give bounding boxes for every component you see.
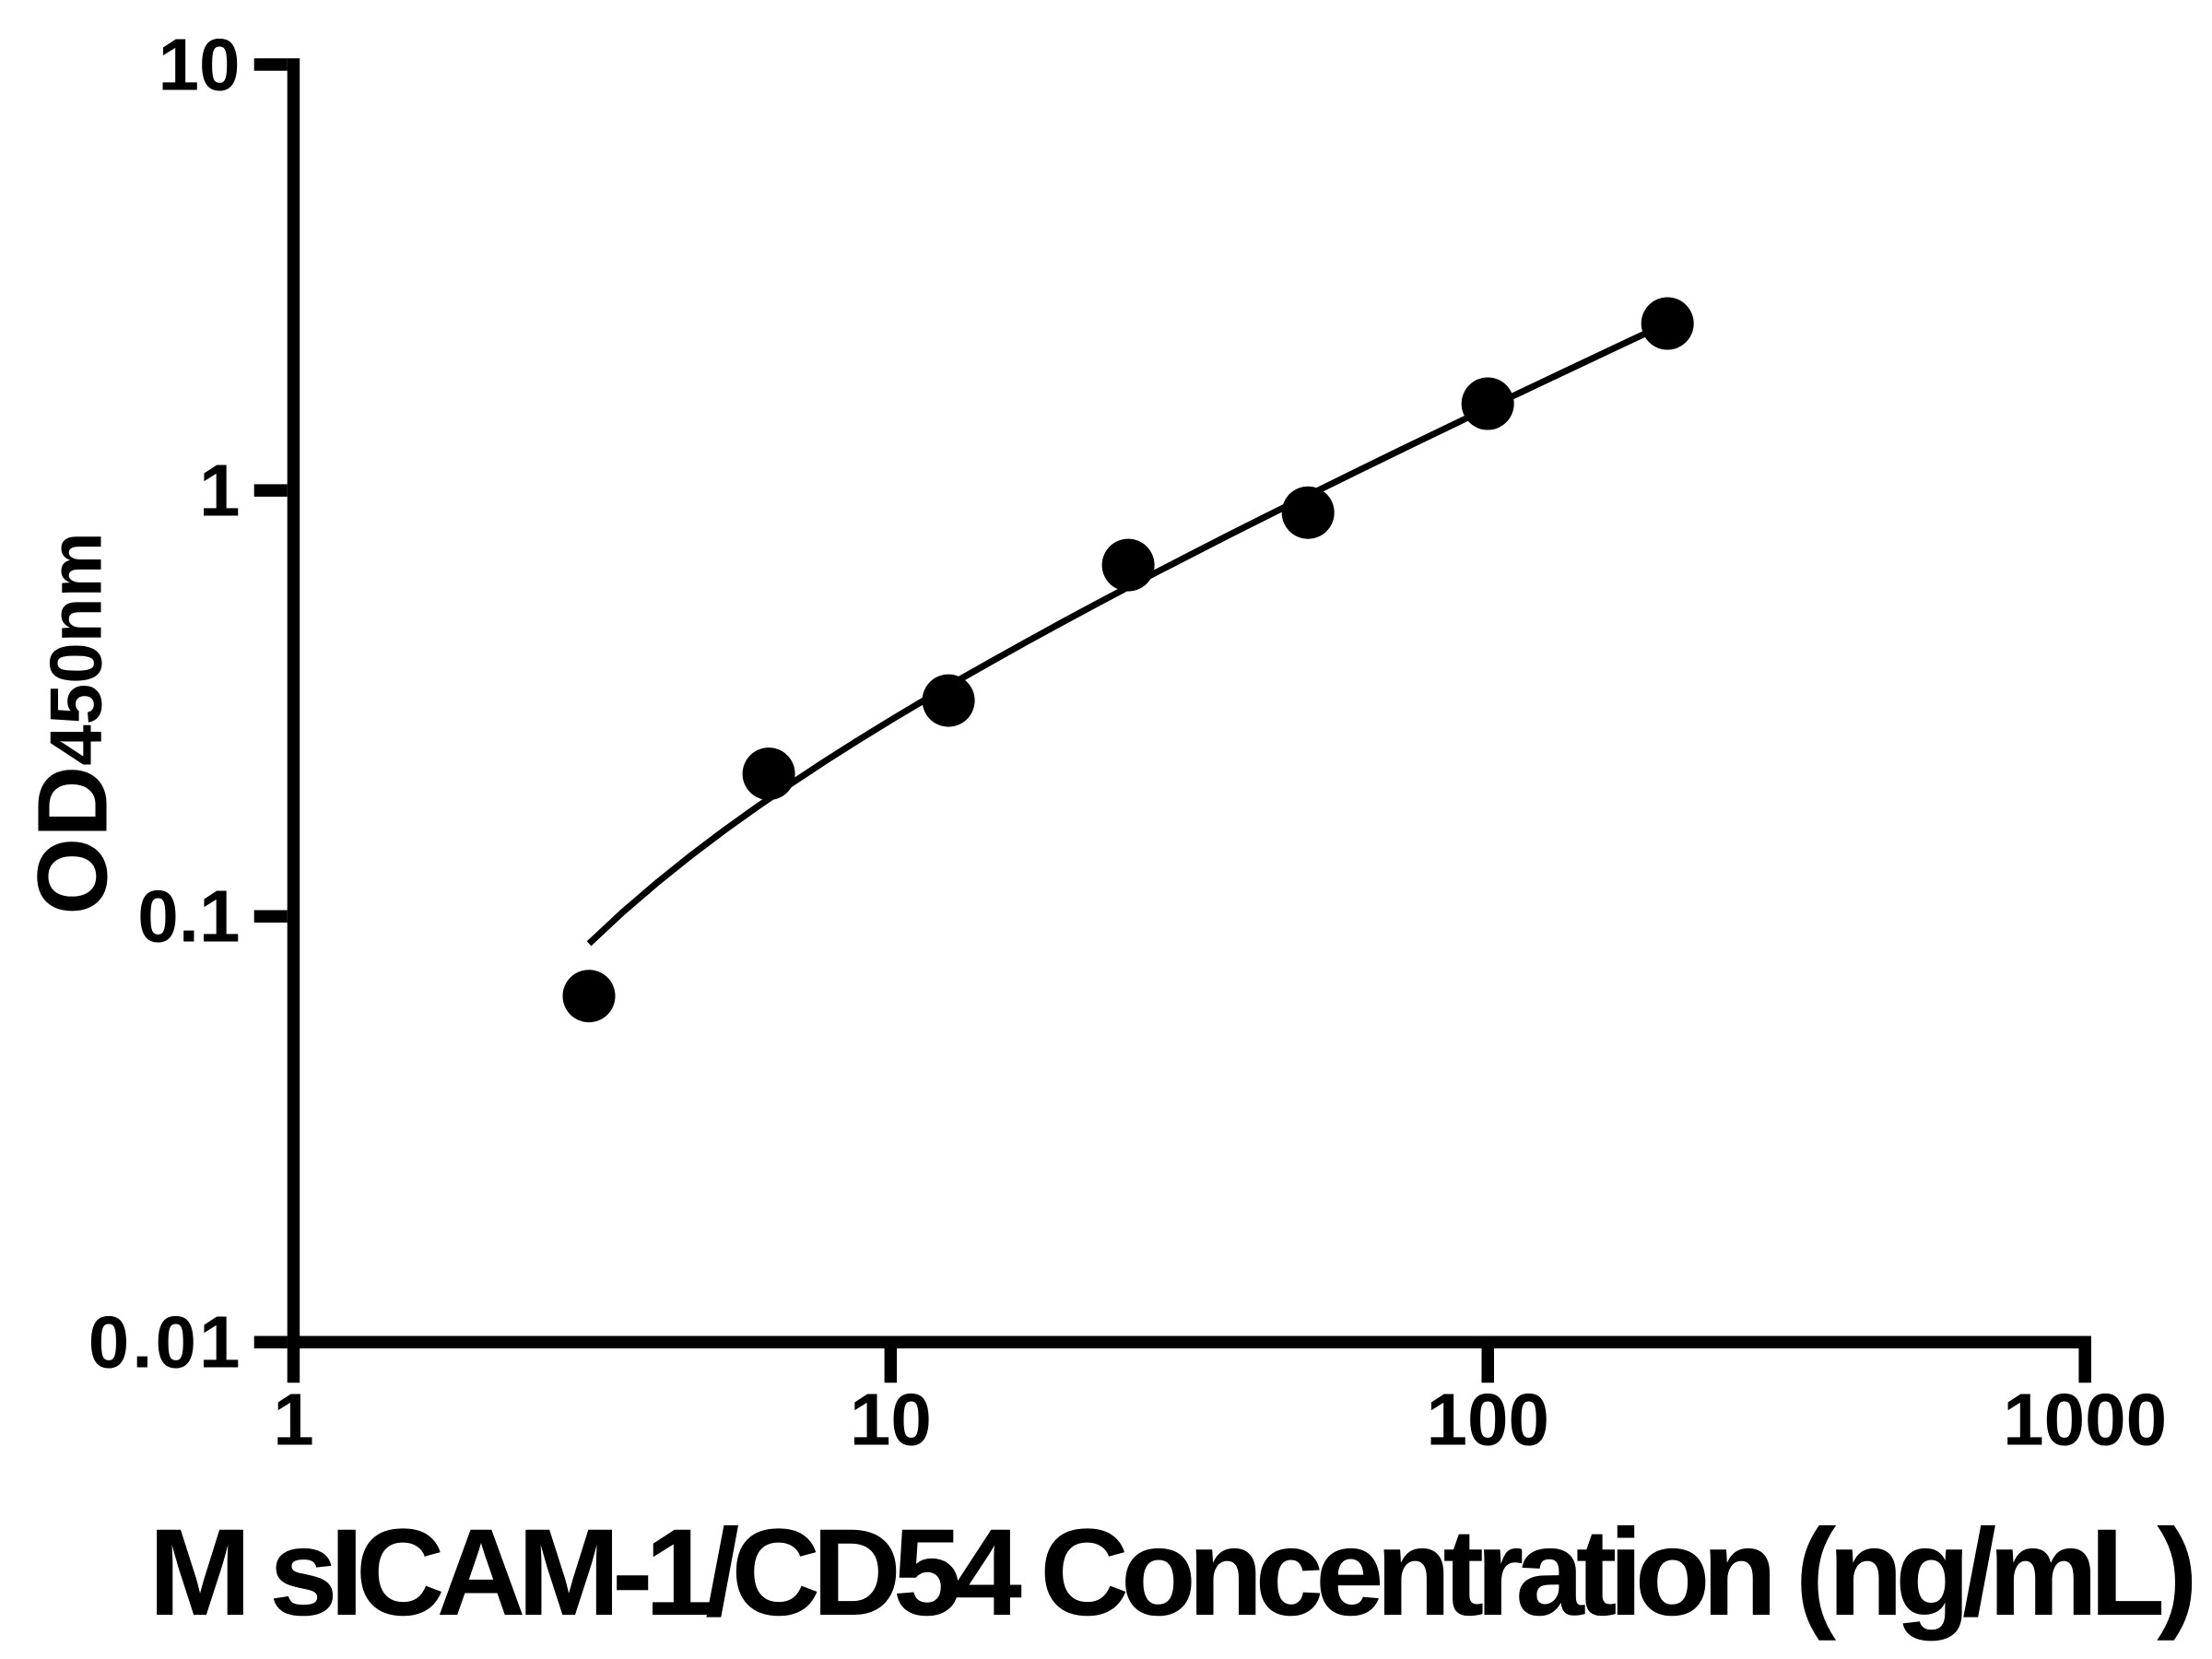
svg-text:10: 10 [850, 1378, 932, 1460]
svg-text:10: 10 [159, 23, 241, 105]
svg-text:1: 1 [273, 1378, 314, 1460]
svg-text:1: 1 [199, 449, 241, 531]
svg-text:0.01: 0.01 [88, 1301, 243, 1383]
svg-text:100: 100 [1427, 1378, 1549, 1460]
svg-text:OD450nm: OD450nm [17, 532, 128, 914]
svg-text:M sICAM-1/CD54 Concentration (: M sICAM-1/CD54 Concentration (ng/mL) [148, 1504, 2192, 1641]
svg-text:1000: 1000 [2003, 1378, 2167, 1460]
svg-text:0.1: 0.1 [137, 876, 240, 958]
